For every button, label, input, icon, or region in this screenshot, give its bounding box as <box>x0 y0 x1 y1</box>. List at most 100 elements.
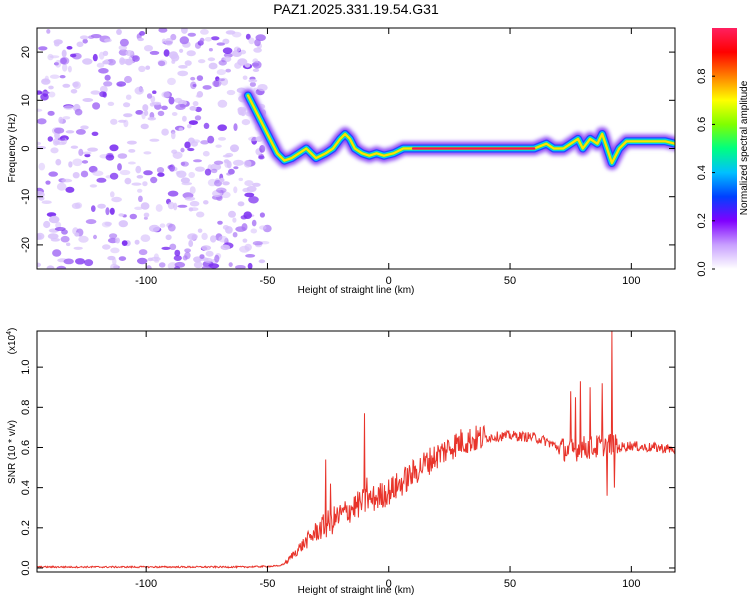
noise-blob <box>167 190 179 197</box>
noise-blob <box>189 106 197 111</box>
noise-blob <box>110 118 118 125</box>
noise-blob <box>223 159 230 164</box>
noise-blob <box>252 68 260 73</box>
noise-blob <box>232 217 237 223</box>
noise-blob <box>179 103 186 108</box>
noise-blob <box>208 48 213 52</box>
noise-blob <box>174 266 180 269</box>
noise-blob <box>200 140 210 145</box>
noise-blob <box>258 259 266 264</box>
snr-exponent: (x104) <box>6 328 18 355</box>
noise-blob <box>203 200 209 205</box>
noise-blob <box>81 160 89 164</box>
noise-blob <box>212 80 222 88</box>
noise-blob <box>37 262 41 267</box>
noise-blob <box>149 138 160 142</box>
noise-blob <box>119 38 129 47</box>
noise-blob <box>82 151 92 155</box>
noise-blob <box>186 50 196 57</box>
noise-blob <box>37 141 41 146</box>
noise-blob <box>140 123 149 130</box>
noise-blob <box>125 50 134 56</box>
noise-blob <box>208 263 220 269</box>
noise-blob <box>66 242 71 247</box>
noise-blob <box>61 49 67 58</box>
noise-blob <box>225 226 233 234</box>
noise-blob <box>188 207 194 212</box>
noise-blob <box>76 41 84 48</box>
noise-blob <box>232 232 238 238</box>
noise-blob <box>146 265 152 269</box>
noise-blob <box>172 151 183 159</box>
noise-blob <box>61 63 68 72</box>
noise-blob <box>201 245 212 251</box>
noise-blob <box>215 144 222 148</box>
noise-blob <box>138 195 143 202</box>
noise-blob <box>102 60 110 65</box>
noise-blob <box>117 153 128 159</box>
noise-blob <box>233 123 238 131</box>
noise-blob <box>259 225 267 230</box>
noise-blob <box>217 124 227 131</box>
noise-blob <box>128 149 136 153</box>
noise-blob <box>79 35 89 40</box>
noise-blob <box>47 136 53 142</box>
noise-blob <box>180 147 185 153</box>
noise-blob <box>218 137 226 141</box>
noise-blob <box>217 99 228 108</box>
noise-blob <box>138 249 148 256</box>
noise-blob <box>163 49 170 57</box>
noise-blob <box>245 254 256 258</box>
noise-blob <box>124 177 132 185</box>
y-tick-label: 0.4 <box>20 480 32 495</box>
noise-blob <box>38 196 45 201</box>
colorbar-tick-label: 0.6 <box>696 117 708 132</box>
noise-blob <box>50 238 61 242</box>
y-tick-label: 0.8 <box>20 400 32 415</box>
noise-blob <box>194 166 205 172</box>
noise-blob <box>258 155 265 160</box>
noise-blob <box>181 28 188 34</box>
noise-blob <box>157 172 165 177</box>
colorbar-gradient <box>712 28 737 269</box>
noise-blob <box>192 101 199 107</box>
noise-blob <box>38 162 46 171</box>
noise-blob <box>63 258 74 265</box>
noise-blob <box>53 39 63 45</box>
noise-blob <box>92 170 104 177</box>
noise-blob <box>132 55 140 62</box>
noise-blob <box>47 233 59 240</box>
noise-blob <box>110 191 115 198</box>
noise-blob <box>158 262 166 268</box>
noise-blob <box>123 102 131 108</box>
noise-blob <box>210 36 220 41</box>
noise-blob <box>184 196 196 201</box>
noise-blob <box>99 91 107 98</box>
noise-blob <box>146 93 153 99</box>
noise-blob <box>54 227 66 231</box>
noise-blob <box>210 235 217 243</box>
noise-blob <box>147 116 156 121</box>
noise-blob <box>177 70 189 77</box>
colorbar-ticks: 0.0 0.2 0.4 0.6 0.8 <box>696 69 715 277</box>
x-tick-label: -50 <box>260 275 276 287</box>
noise-blob <box>118 220 128 228</box>
noise-blob <box>48 85 54 90</box>
noise-blob <box>184 141 191 149</box>
noise-blob <box>135 110 144 115</box>
noise-blob <box>182 115 187 122</box>
noise-blob <box>181 161 189 167</box>
noise-blob <box>84 153 91 158</box>
noise-blob <box>201 265 211 269</box>
y-tick-label: 0.6 <box>20 440 32 455</box>
noise-blob <box>233 166 239 170</box>
noise-blob <box>91 131 99 136</box>
noise-blob <box>96 62 105 68</box>
noise-blob <box>207 135 215 144</box>
noise-blob <box>115 237 120 244</box>
noise-blob <box>187 124 192 129</box>
noise-blob <box>230 144 239 153</box>
noise-blob <box>245 33 251 40</box>
noise-blob <box>161 91 170 98</box>
noise-blob <box>222 181 230 186</box>
